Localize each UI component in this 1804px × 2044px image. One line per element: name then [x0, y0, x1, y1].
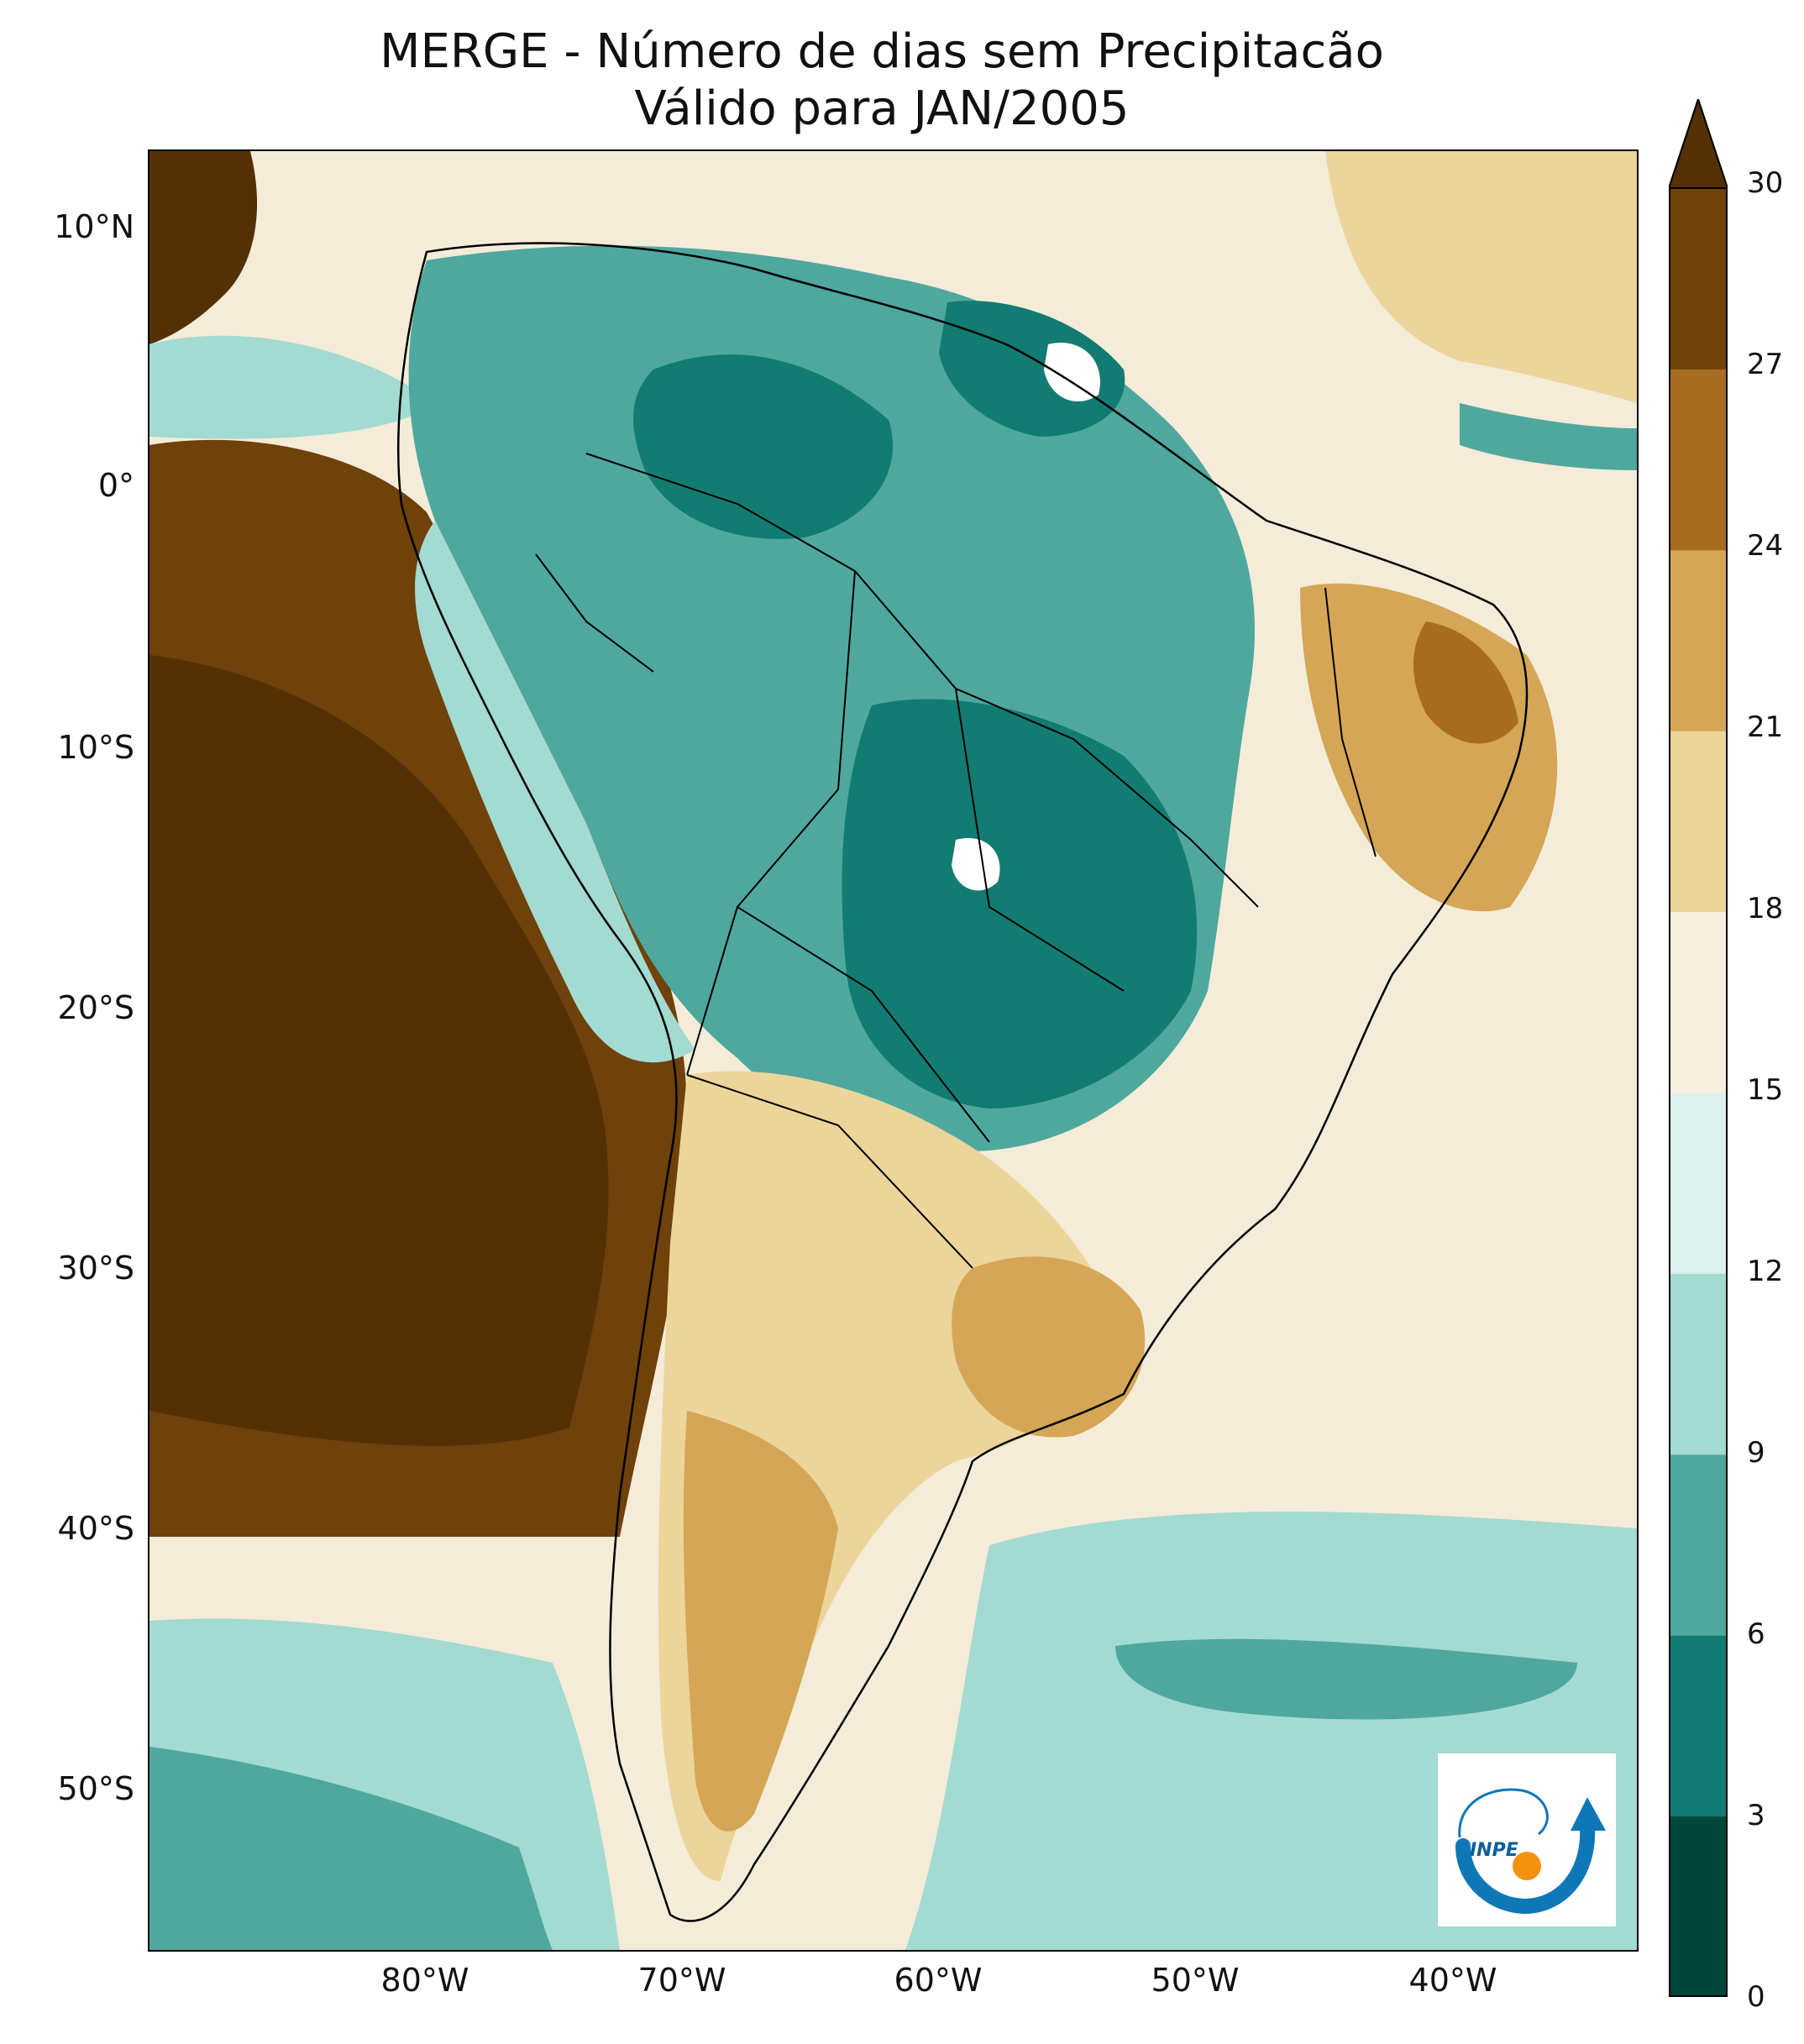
- colorbar: [1669, 99, 1728, 1997]
- lon-tick-label: 60°W: [894, 1962, 983, 1999]
- lon-tick-label: 40°W: [1408, 1962, 1497, 1999]
- colorbar-frame: [1669, 187, 1728, 1997]
- guiana-wet: [939, 301, 1125, 437]
- central-brazil-very-wet: [842, 699, 1198, 1108]
- lat-tick-label: 40°S: [57, 1510, 134, 1547]
- nodata-patch-north: [1044, 343, 1100, 402]
- uruguay-dry: [952, 1256, 1146, 1438]
- colorbar-tick-label: 9: [1747, 1436, 1765, 1470]
- logo-arrow-head: [1571, 1797, 1606, 1831]
- nodata-patch-central: [952, 838, 1000, 891]
- pacific-very-dry-core: [149, 655, 609, 1446]
- colorbar-tick-label: 6: [1747, 1617, 1765, 1651]
- colorbar-tick-label: 3: [1747, 1799, 1765, 1832]
- colorbar-tick-label: 0: [1747, 1980, 1765, 2014]
- lat-tick-label: 20°S: [57, 989, 134, 1026]
- colorbar-segment: [1669, 549, 1728, 731]
- map-panel: [148, 149, 1639, 1952]
- logo-dot: [1513, 1852, 1541, 1880]
- colorbar-tick-label: 21: [1747, 710, 1784, 744]
- lon-tick-label: 50°W: [1151, 1962, 1240, 1999]
- inpe-logo-graphic: INPE: [1455, 1788, 1606, 1914]
- logo-orbit: [1458, 1788, 1549, 1838]
- colorbar-tick-label: 12: [1747, 1255, 1784, 1288]
- northeast-dry-core: [1413, 621, 1518, 744]
- colorbar-tick-label: 30: [1747, 166, 1784, 200]
- colorbar-segment: [1669, 369, 1728, 551]
- map-subtitle: Válido para JAN/2005: [634, 81, 1130, 136]
- inpe-logo: INPE: [1438, 1753, 1616, 1926]
- atlantic-north-moist: [1460, 403, 1637, 470]
- colorbar-extend-arrow: [1669, 99, 1728, 189]
- atlantic-south-wetter: [1115, 1638, 1577, 1720]
- colorbar-tick-label: 18: [1747, 892, 1784, 925]
- lat-tick-label: 50°S: [57, 1770, 134, 1807]
- colorbar-segment: [1669, 1093, 1728, 1274]
- lat-tick-label: 30°S: [57, 1250, 134, 1287]
- logo-swoosh: [1455, 1821, 1596, 1914]
- andes-moist: [415, 521, 695, 1063]
- map-title: MERGE - Número de dias sem Precipitacão: [380, 24, 1384, 79]
- lat-tick-label: 10°S: [57, 729, 134, 766]
- colorbar-segment: [1669, 1454, 1728, 1636]
- colorbar-tick-label: 24: [1747, 529, 1784, 563]
- atlantic-north-dry: [1325, 151, 1637, 403]
- colorbar-tick-label: 15: [1747, 1073, 1784, 1107]
- colorbar-segment: [1669, 1816, 1728, 1997]
- colorbar-segment: [1669, 731, 1728, 913]
- north-amazon-wet: [633, 354, 894, 539]
- colorbar-segment: [1669, 911, 1728, 1093]
- lon-tick-label: 80°W: [380, 1962, 469, 1999]
- precipitation-map: [149, 151, 1637, 1950]
- border-lines: [535, 453, 1377, 1269]
- pacific-north-dry: [149, 151, 258, 344]
- colorbar-segment: [1669, 1635, 1728, 1817]
- continent-outline: [397, 242, 1529, 1922]
- patagonia-dry: [683, 1411, 838, 1832]
- lat-tick-label: 10°N: [54, 208, 134, 245]
- pacific-south-wet: [149, 1747, 553, 1950]
- colorbar-segment: [1669, 188, 1728, 369]
- lat-tick-label: 0°: [97, 467, 134, 504]
- lon-tick-label: 70°W: [637, 1962, 726, 1999]
- logo-text: INPE: [1470, 1840, 1518, 1861]
- pacific-moist-band: [149, 335, 435, 439]
- colorbar-tick-label: 27: [1747, 348, 1784, 381]
- colorbar-segment: [1669, 1273, 1728, 1455]
